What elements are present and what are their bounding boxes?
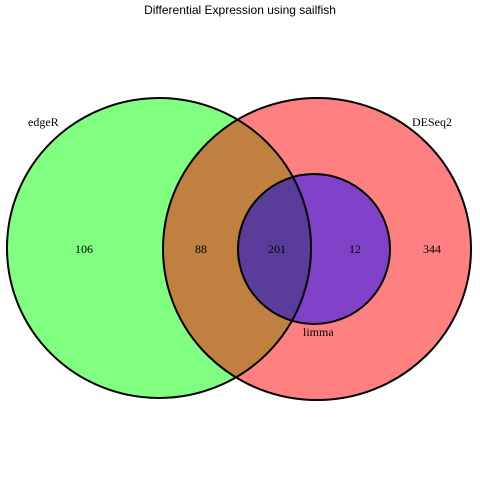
deseq2-outline [162,97,472,401]
limma-outline [237,173,391,325]
count-edger-deseq2: 88 [195,242,207,256]
count-edger-only: 106 [75,242,93,256]
set-label-edger: edgeR [28,115,59,129]
count-deseq2-only: 344 [423,242,441,256]
count-deseq2-limma: 12 [349,242,361,256]
edger-outline [6,97,312,399]
count-all-three: 201 [268,242,286,256]
edger-deseq2-overlap [163,98,311,398]
chart-title: Differential Expression using sailfish [144,3,336,17]
set-label-limma: limma [303,325,334,339]
set-label-deseq2: DESeq2 [412,115,452,129]
